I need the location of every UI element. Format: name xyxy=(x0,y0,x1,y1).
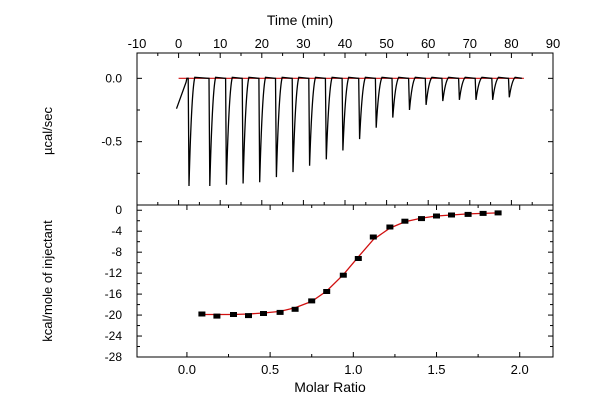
bottom-y-tick-label: -8 xyxy=(111,245,122,259)
data-point xyxy=(494,210,502,216)
data-point xyxy=(464,211,472,217)
top-x-tick-label: 90 xyxy=(546,36,560,51)
data-point xyxy=(260,311,267,316)
top-x-tick-label: 70 xyxy=(463,36,477,51)
data-point xyxy=(230,312,237,317)
bottom-y-tick-label: -20 xyxy=(105,308,123,322)
data-point xyxy=(291,306,299,312)
data-point xyxy=(354,256,362,261)
bottom-axes: 0.0 0.5 1.0 1.5 2.0 0 -4 -8 -12 -16 -20 -24 -28 xyxy=(105,203,553,377)
fit-curve xyxy=(201,212,499,316)
thermogram-trace xyxy=(175,76,522,187)
data-point xyxy=(369,234,377,240)
top-x-tick-label: 20 xyxy=(255,36,269,51)
data-point xyxy=(401,218,409,224)
bottom-plot-frame xyxy=(136,204,554,358)
bottom-y-tick-label: -24 xyxy=(105,329,123,343)
bottom-x-axis-title: Molar Ratio xyxy=(294,379,366,395)
top-y-axis-title: µcal/sec xyxy=(40,107,55,155)
bottom-y-tick-label: -4 xyxy=(111,224,122,238)
bottom-y-tick-label: -28 xyxy=(105,350,123,364)
top-y-tick-label: 0.0 xyxy=(105,71,122,85)
top-axes: -10 0 10 20 30 40 50 60 70 80 90 0.0 -0.5 xyxy=(101,36,560,206)
data-point xyxy=(448,212,455,218)
data-point xyxy=(386,224,394,230)
data-point xyxy=(479,210,487,216)
top-x-axis-title: Time (min) xyxy=(267,12,333,28)
top-x-tick-label: 0 xyxy=(175,36,182,51)
data-point xyxy=(433,213,440,219)
bottom-y-tick-label: 0 xyxy=(115,203,122,217)
bottom-y-tick-label: -16 xyxy=(105,287,123,301)
top-x-tick-label: 80 xyxy=(504,36,518,51)
bottom-marks xyxy=(198,210,502,319)
data-point xyxy=(323,289,331,294)
data-point xyxy=(198,311,206,317)
bottom-x-tick-label: 1.0 xyxy=(344,362,362,377)
top-x-tick-label: 60 xyxy=(421,36,435,51)
top-marks xyxy=(175,76,524,187)
top-x-tick-label: 40 xyxy=(338,36,352,51)
bottom-x-tick-label: 2.0 xyxy=(511,362,529,377)
data-point xyxy=(308,298,316,304)
bottom-y-axis-title: kcal/mole of injectant xyxy=(40,220,55,342)
top-x-tick-label: 30 xyxy=(296,36,310,51)
top-x-tick-label: 10 xyxy=(213,36,227,51)
top-x-tick-label: 50 xyxy=(379,36,393,51)
top-plot-frame xyxy=(136,52,554,206)
data-point xyxy=(245,313,252,319)
top-x-tick-label: -10 xyxy=(128,36,147,51)
top-y-tick-label: -0.5 xyxy=(101,135,122,149)
bottom-y-tick-label: -12 xyxy=(105,266,123,280)
bottom-x-tick-label: 0.0 xyxy=(178,362,196,377)
data-point xyxy=(276,309,284,315)
data-point xyxy=(339,272,347,278)
bottom-x-tick-label: 1.5 xyxy=(427,362,445,377)
data-point xyxy=(213,313,221,319)
bottom-x-tick-label: 0.5 xyxy=(261,362,279,377)
data-point xyxy=(418,216,425,222)
